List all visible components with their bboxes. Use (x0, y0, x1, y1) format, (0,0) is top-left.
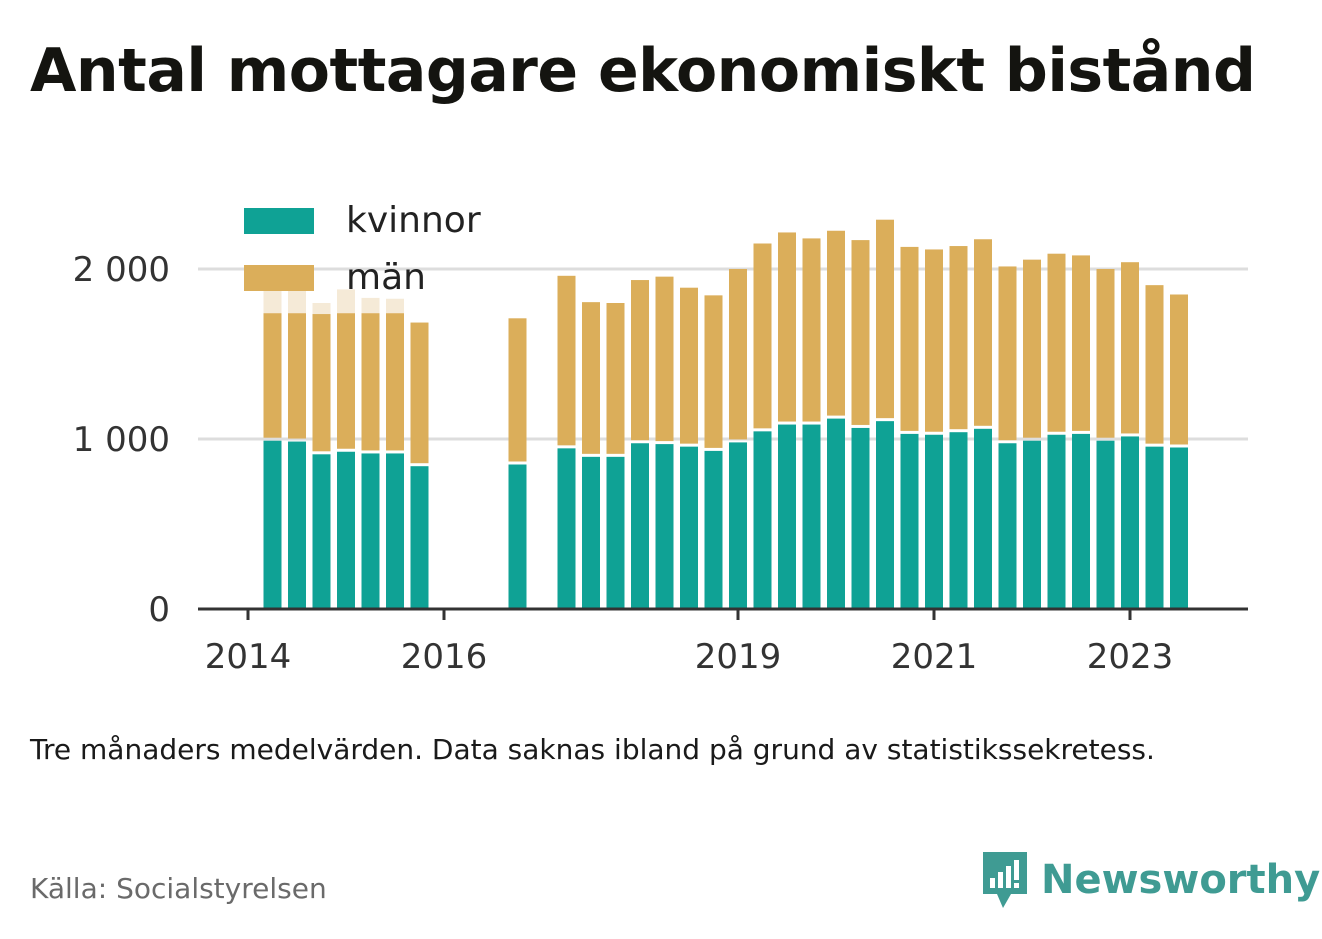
legend-label-man: män (346, 257, 426, 298)
bar-kvinnor (802, 424, 821, 609)
bar-kvinnor (337, 451, 355, 609)
bar-kvinnor (704, 450, 723, 609)
bar-man (1023, 259, 1041, 438)
suppressed-bar (263, 289, 282, 314)
bar-man (1072, 255, 1090, 431)
bar-man (974, 239, 992, 426)
bar-man (998, 266, 1017, 441)
x-tick-label: 2016 (401, 637, 488, 677)
bar-man (337, 313, 355, 449)
bar-kvinnor (1047, 434, 1066, 609)
bar-kvinnor (557, 448, 576, 609)
bar-man (288, 313, 306, 439)
bar-kvinnor (582, 456, 600, 609)
bar-man (778, 232, 796, 422)
bar-kvinnor (410, 466, 429, 609)
bar-kvinnor (827, 418, 845, 609)
bar-kvinnor (508, 464, 527, 609)
bar-kvinnor (778, 424, 796, 609)
bar-man (827, 230, 845, 416)
suppressed-bar (386, 298, 404, 314)
bar-man (606, 303, 625, 454)
brand-logo[interactable]: Newsworthy (981, 850, 1320, 910)
bar-kvinnor (386, 453, 404, 609)
bar-man (582, 302, 600, 454)
bar-man (802, 238, 821, 422)
bar-kvinnor (851, 427, 870, 609)
x-tick-label: 2014 (205, 637, 292, 677)
chart-title: Antal mottagare ekonomiskt bistånd (30, 36, 1256, 106)
bar-kvinnor (312, 454, 331, 609)
bar-kvinnor (974, 428, 992, 609)
bar-kvinnor (655, 444, 674, 609)
bar-man (851, 240, 870, 425)
bar-kvinnor (288, 441, 306, 609)
bar-kvinnor (680, 446, 698, 609)
y-tick-label: 0 (148, 590, 170, 630)
bar-kvinnor (900, 433, 919, 609)
axes: 0 1 000 2 000 2014 2016 2019 2021 2023 (73, 250, 1248, 677)
bar-kvinnor (1170, 447, 1188, 609)
bar-kvinnor (1023, 440, 1041, 609)
bar-man (925, 249, 943, 432)
bar-kvinnor (631, 443, 649, 609)
legend-label-kvinnor: kvinnor (346, 200, 481, 241)
x-tick-label: 2019 (695, 637, 782, 677)
bar-kvinnor (876, 421, 894, 609)
brand-name: Newsworthy (1041, 857, 1321, 903)
source-text: Källa: Socialstyrelsen (30, 872, 327, 905)
chart-note: Tre månaders medelvärden. Data saknas ib… (30, 733, 1155, 766)
bar-kvinnor (1121, 436, 1139, 609)
newsworthy-logo-icon (983, 852, 1027, 908)
bar-man (704, 295, 723, 448)
bar-man (410, 322, 429, 464)
bar-man (1170, 294, 1188, 445)
legend: kvinnor män (244, 200, 481, 298)
bar-man (729, 269, 747, 440)
bar-man (1145, 285, 1164, 444)
bar-man (1047, 253, 1066, 432)
bar-kvinnor (753, 431, 772, 609)
x-tick-label: 2021 (891, 637, 978, 677)
bar-man (386, 313, 404, 451)
bar-kvinnor (925, 434, 943, 609)
suppressed-bar (288, 289, 306, 314)
bar-kvinnor (606, 456, 625, 609)
bar-man (1121, 262, 1139, 434)
y-tick-label: 1 000 (73, 420, 170, 460)
bar-man (631, 280, 649, 441)
bar-man (900, 246, 919, 431)
bar-kvinnor (361, 453, 380, 609)
bar-man (949, 246, 968, 430)
suppressed-bar (312, 303, 331, 315)
bar-kvinnor (263, 440, 282, 609)
bar-man (753, 243, 772, 429)
bar-chart: 0 1 000 2 000 2014 2016 2019 2021 2023 kvinnor m… (73, 200, 1248, 677)
x-tick-label: 2023 (1087, 637, 1174, 677)
legend-swatch-man (244, 265, 314, 291)
bar-man (557, 275, 576, 446)
bar-man (263, 313, 282, 438)
suppressed-bar (361, 297, 380, 314)
suppressed-bar (337, 289, 355, 314)
bars (263, 219, 1188, 609)
bar-man (680, 287, 698, 444)
bar-kvinnor (1072, 433, 1090, 609)
bar-kvinnor (949, 432, 968, 609)
y-tick-label: 2 000 (73, 250, 170, 290)
bar-man (312, 314, 331, 452)
bar-kvinnor (729, 442, 747, 609)
bar-kvinnor (1145, 446, 1164, 609)
legend-swatch-kvinnor (244, 208, 314, 234)
bar-kvinnor (1096, 440, 1115, 609)
bar-man (1096, 269, 1115, 438)
bar-man (655, 276, 674, 442)
bar-man (361, 313, 380, 451)
bar-man (876, 219, 894, 419)
bar-kvinnor (998, 443, 1017, 609)
bar-man (508, 318, 527, 462)
